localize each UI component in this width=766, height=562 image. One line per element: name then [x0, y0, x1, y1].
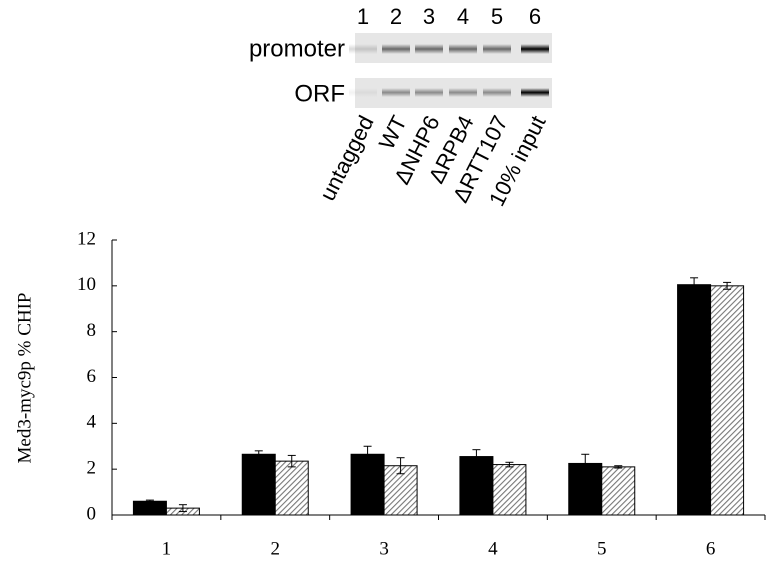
- bar: [493, 465, 526, 515]
- band: [382, 44, 410, 54]
- band: [349, 44, 377, 54]
- lane-number: 3: [423, 4, 435, 29]
- y-tick-label: 2: [87, 458, 97, 479]
- gel-image: [349, 33, 552, 108]
- bar: [711, 286, 744, 515]
- band: [449, 44, 477, 54]
- bar: [133, 501, 166, 515]
- lane-number: 1: [357, 4, 369, 29]
- x-tick-label: 5: [597, 538, 607, 559]
- band: [483, 44, 511, 54]
- lane-number: 2: [390, 4, 402, 29]
- band: [483, 88, 511, 97]
- x-tick-label: 4: [488, 538, 498, 559]
- lane-number: 4: [457, 4, 469, 29]
- bar: [678, 285, 711, 515]
- lane-number: 6: [529, 4, 541, 29]
- bar: [275, 461, 308, 515]
- figure: promoter ORF Med3-myc9p % CHIP 1 untagged…: [0, 0, 766, 562]
- lane-number: 5: [491, 4, 503, 29]
- x-tick-label: 3: [379, 538, 389, 559]
- band: [382, 88, 410, 97]
- bar: [242, 454, 275, 515]
- bar: [460, 457, 493, 515]
- x-tick-label: 6: [706, 538, 716, 559]
- y-tick-label: 10: [77, 274, 96, 295]
- y-tick-label: 6: [87, 366, 97, 387]
- y-tick-label: 4: [87, 412, 97, 433]
- bar: [602, 467, 635, 515]
- y-tick-label: 12: [77, 228, 96, 249]
- x-tick-label: 1: [162, 538, 172, 559]
- y-axis-label: Med3-myc9p % CHIP: [14, 293, 35, 464]
- band: [449, 88, 477, 97]
- bar: [351, 454, 384, 515]
- row-label: promoter: [249, 35, 345, 62]
- band: [415, 44, 443, 54]
- band: [415, 88, 443, 97]
- y-tick-label: 0: [87, 503, 97, 524]
- band: [349, 88, 377, 97]
- row-label: ORF: [294, 80, 345, 107]
- band: [521, 88, 549, 97]
- sample-label: untagged: [315, 112, 379, 205]
- band: [521, 44, 549, 54]
- y-tick-label: 8: [87, 320, 97, 341]
- x-tick-label: 2: [271, 538, 281, 559]
